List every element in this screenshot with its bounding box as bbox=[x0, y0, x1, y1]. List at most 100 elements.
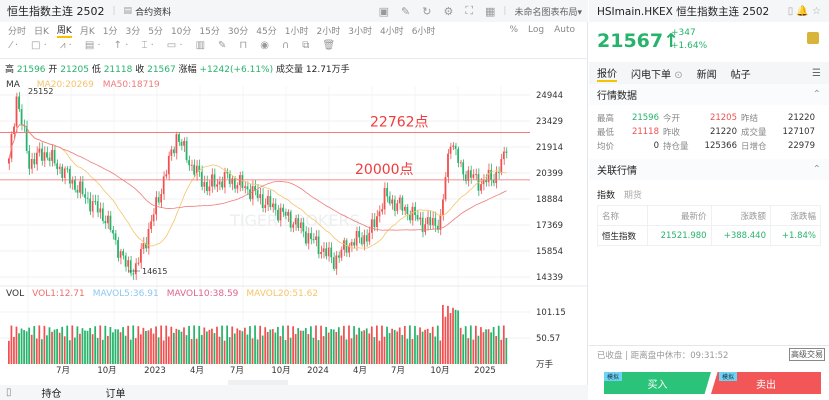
volume-bar bbox=[43, 325, 46, 364]
timeframe-8[interactable]: 15分 bbox=[199, 26, 220, 37]
measure-tool-icon[interactable]: ⌶ · bbox=[141, 40, 154, 51]
star-icon[interactable]: ☆ bbox=[812, 5, 821, 17]
volume-bar bbox=[124, 335, 127, 364]
candle-body bbox=[444, 177, 447, 200]
advanced-trade-button[interactable]: 高级交易 bbox=[789, 348, 825, 361]
volume-bar bbox=[139, 334, 142, 364]
volume-bar bbox=[46, 335, 48, 364]
high-value: 21596 bbox=[16, 65, 46, 75]
candle-body bbox=[307, 233, 310, 244]
collapse-icon[interactable]: ⌃ bbox=[812, 164, 821, 175]
tab-posts[interactable]: 帖子 bbox=[730, 69, 751, 81]
layers-icon[interactable]: ⧉ bbox=[302, 40, 310, 51]
quote-value: 125366 bbox=[704, 141, 737, 151]
panel-toggle-icon[interactable]: ▯ bbox=[6, 387, 12, 398]
lock-icon[interactable]: ⊓ bbox=[239, 40, 248, 51]
note-icon[interactable]: ▯ bbox=[787, 5, 794, 17]
volume-bar bbox=[274, 332, 277, 364]
tab-futures[interactable]: 期货 bbox=[623, 191, 642, 201]
volume-bar bbox=[13, 336, 15, 364]
eye-icon[interactable]: ◉ bbox=[260, 40, 269, 51]
timeframe-2[interactable]: 周K bbox=[56, 23, 72, 38]
volume-bar bbox=[383, 336, 386, 364]
scale-option[interactable]: Auto bbox=[554, 25, 575, 35]
fullscreen-icon[interactable]: ⛶ bbox=[465, 4, 474, 17]
timeframe-10[interactable]: 45分 bbox=[256, 26, 277, 37]
pencil-icon[interactable]: ✎ bbox=[218, 40, 227, 51]
table-row[interactable]: 恒生指数 21521.980 +388.440 +1.84% bbox=[597, 225, 821, 246]
collapse-icon[interactable]: ⌃ bbox=[812, 89, 821, 100]
draw-icon[interactable]: ✎ bbox=[401, 4, 411, 18]
trash-icon[interactable]: 🗑 bbox=[322, 40, 336, 51]
scale-option[interactable]: Log bbox=[528, 25, 545, 35]
gear-icon[interactable]: ⚙ bbox=[443, 4, 454, 18]
timeframe-15[interactable]: 6小时 bbox=[411, 26, 436, 37]
timeframe-14[interactable]: 4小时 bbox=[379, 26, 404, 37]
timeframe-3[interactable]: 月K bbox=[79, 26, 95, 37]
timeframe-13[interactable]: 3小时 bbox=[348, 26, 372, 37]
menu-icon[interactable]: ☰ bbox=[812, 67, 821, 79]
timeframe-5[interactable]: 3分 bbox=[125, 26, 141, 37]
candlestick-chart[interactable]: 24944 23429 21914 20399 18884 17369 15854 14339… bbox=[0, 86, 588, 386]
timeframe-11[interactable]: 1小时 bbox=[284, 26, 309, 37]
magnet-icon[interactable]: ∩ bbox=[281, 40, 290, 51]
refresh-icon[interactable]: ↻ bbox=[422, 4, 432, 18]
quote-data: 最高 21596 今开 21205 昨结 21220 最低 21118 昨收 21220 成交量 12… bbox=[589, 105, 829, 153]
candle-body bbox=[442, 199, 444, 215]
candle-body bbox=[431, 217, 434, 226]
candle-body bbox=[477, 174, 480, 191]
tab-positions[interactable]: 持仓 bbox=[41, 389, 62, 400]
clock-icon[interactable] bbox=[807, 32, 819, 44]
grid-layout-icon[interactable]: ▦ bbox=[485, 4, 496, 18]
bell-icon[interactable]: 🔔 bbox=[796, 5, 809, 17]
layout-dropdown[interactable]: 未命名图表布局▾ bbox=[514, 7, 582, 18]
timeframe-6[interactable]: 5分 bbox=[148, 26, 163, 37]
tab-quote[interactable]: 报价 bbox=[597, 65, 617, 82]
timeframe-9[interactable]: 30分 bbox=[227, 26, 249, 37]
quote-data-header[interactable]: 行情数据 ⌃ bbox=[589, 84, 829, 105]
sell-button[interactable]: 模拟 卖出 bbox=[711, 372, 821, 394]
timeframe-12[interactable]: 2小时 bbox=[316, 26, 341, 37]
buy-button[interactable]: 模拟 买入 bbox=[604, 372, 711, 394]
pattern-tool-icon[interactable]: ⩘ · bbox=[59, 40, 72, 51]
scale-option[interactable]: % bbox=[509, 25, 519, 35]
indicator-icon[interactable]: ▣ bbox=[378, 4, 389, 18]
low-label: 低 bbox=[91, 65, 101, 75]
bars-tool-icon[interactable]: ▥ bbox=[195, 40, 206, 51]
rect-tool-icon[interactable]: □ · bbox=[31, 40, 47, 51]
tab-orders[interactable]: 订单 bbox=[105, 389, 126, 400]
volume-bar bbox=[114, 329, 117, 364]
line-tool-icon[interactable]: ⁄ · bbox=[10, 40, 19, 51]
volume-bar bbox=[381, 325, 383, 364]
timeframe-7[interactable]: 10分 bbox=[170, 26, 192, 37]
candle-body bbox=[89, 198, 91, 212]
pane-resize-handle[interactable] bbox=[228, 380, 288, 386]
text-tool-icon[interactable]: ▭ · bbox=[166, 40, 183, 51]
quote-key: 均价 bbox=[597, 142, 615, 152]
tab-index[interactable]: 指数 bbox=[597, 191, 616, 201]
timeframe-4[interactable]: 1分 bbox=[102, 26, 118, 37]
timeframe-1[interactable]: 日K bbox=[34, 26, 49, 37]
price-tick: 24944 bbox=[536, 91, 563, 101]
tab-news[interactable]: 新闻 bbox=[696, 69, 717, 81]
candle-body bbox=[147, 228, 150, 249]
quote-key: 最低 bbox=[597, 128, 615, 138]
related-header[interactable]: 关联行情 ⌃ bbox=[589, 159, 829, 180]
ma-label[interactable]: MA bbox=[6, 80, 20, 90]
sell-label: 卖出 bbox=[756, 379, 776, 391]
volume-bar bbox=[431, 326, 434, 364]
tab-flash-order[interactable]: 闪电下单 ⊙ bbox=[631, 66, 683, 81]
volume-bar bbox=[442, 304, 444, 364]
quote-value: 21118 bbox=[631, 127, 659, 137]
vol-label[interactable]: VOL bbox=[6, 289, 25, 299]
candle-body bbox=[180, 141, 183, 146]
volume-bar bbox=[497, 325, 500, 364]
timeframe-0[interactable]: 分时 bbox=[8, 26, 27, 37]
fib-tool-icon[interactable]: ▤ · bbox=[84, 40, 101, 51]
arrow-tool-icon[interactable]: ↑ · bbox=[113, 40, 129, 51]
candle-body bbox=[462, 162, 465, 175]
candle-body bbox=[376, 216, 378, 227]
candle-body bbox=[337, 255, 340, 258]
candle-body bbox=[150, 221, 152, 229]
contract-info-link[interactable]: 合约资料 bbox=[135, 7, 172, 18]
